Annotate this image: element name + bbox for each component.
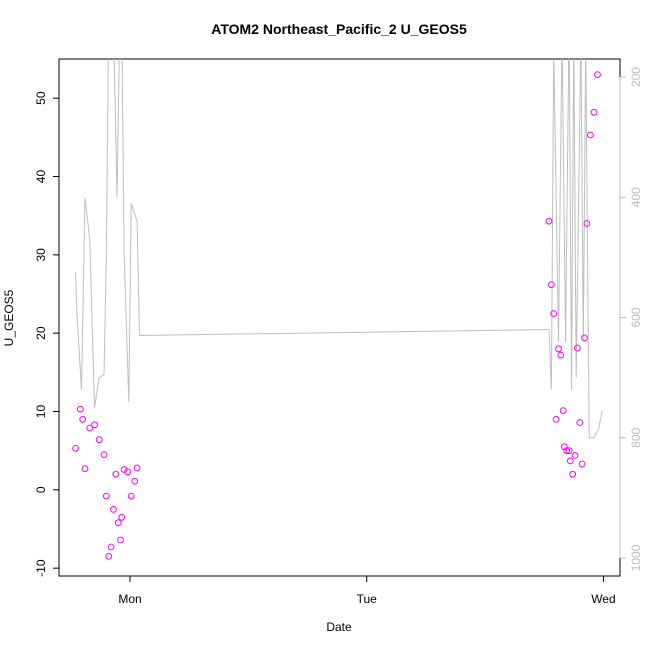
series-line [75,59,603,439]
y-tick-label-left: 0 [34,486,48,493]
data-point [127,492,135,500]
data-point [102,492,110,500]
y-tick-label-left: 30 [34,248,48,262]
data-point [131,477,139,485]
y-tick-label-left: 40 [34,170,48,184]
data-point [114,519,122,527]
x-axis: Mon Tue Wed [118,575,616,606]
data-point [110,506,117,513]
data-point [559,407,567,415]
y-tick-label-right: 200 [629,67,643,87]
y-tick-label-right: 400 [629,187,643,207]
data-point [590,108,598,116]
x-tick-label: Tue [357,592,378,606]
data-point [124,468,131,476]
data-point [548,281,555,289]
data-point [107,543,115,551]
y-tick-label-left: 20 [34,326,48,340]
data-point [555,345,562,353]
data-point [557,351,565,359]
data-point [569,470,577,478]
data-point [581,334,588,342]
data-point [100,451,108,459]
data-point [576,419,584,426]
x-axis-label: Date [326,620,352,634]
data-point [574,344,581,352]
data-point [120,466,128,473]
data-point [118,513,126,521]
y-tick-label-left: -10 [34,559,48,577]
y-axis-left: -10 0 10 20 30 40 50 [34,91,60,577]
data-point [105,553,113,560]
data-point [117,536,124,544]
y-tick-label-right: 600 [629,307,643,327]
data-point [565,447,573,455]
x-tick-label: Mon [118,592,141,606]
data-point [563,447,571,455]
data-point [552,415,560,423]
data-point [583,220,591,227]
y-tick-label-left: 10 [34,405,48,419]
data-point [76,405,84,413]
data-point [91,421,98,429]
plot-content [72,59,603,560]
data-point [566,457,574,465]
y-axis-label: U_GEOS5 [2,289,16,346]
data-point [112,470,120,478]
data-point [86,424,94,432]
data-point [571,452,579,459]
x-tick-label: Wed [591,592,615,606]
data-point [587,131,594,139]
data-point [95,436,103,444]
data-point [545,217,553,225]
y-tick-label-right: 800 [629,427,643,447]
data-point [578,460,586,468]
data-point [81,465,89,473]
chart-title: ATOM2 Northeast_Pacific_2 U_GEOS5 [211,21,467,37]
data-point [594,71,601,79]
data-point [79,415,87,423]
plot-frame [58,58,621,577]
data-point [133,464,141,472]
data-point [72,444,79,452]
data-point [550,310,558,318]
y-tick-label-right: 1000 [629,544,643,571]
y-axis-right: 200 400 600 800 1000 [619,67,643,571]
y-tick-label-left: 50 [34,91,48,105]
